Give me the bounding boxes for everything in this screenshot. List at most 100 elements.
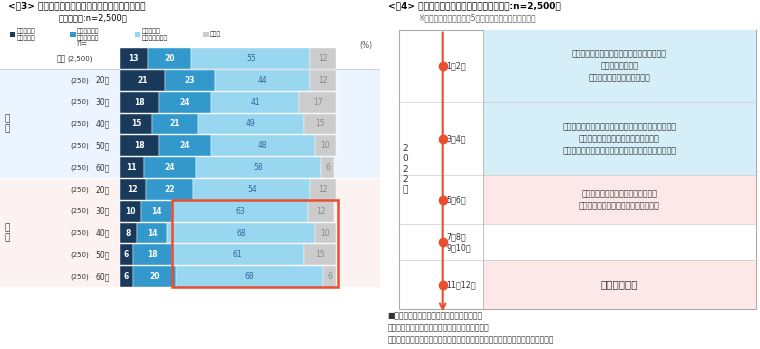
Text: n=: n= (76, 39, 87, 48)
Text: 20: 20 (149, 272, 160, 281)
Bar (141, 201, 172, 222)
Text: 41: 41 (250, 98, 260, 107)
Text: 2
0
2
2
年: 2 0 2 2 年 (403, 144, 409, 194)
Bar (315, 135, 336, 156)
Bar (120, 179, 146, 200)
Text: (2,500): (2,500) (67, 55, 93, 62)
Text: 24: 24 (179, 141, 190, 150)
Text: 15: 15 (131, 119, 141, 128)
Text: 12: 12 (318, 54, 328, 63)
Bar (167, 223, 315, 244)
Text: 48: 48 (258, 141, 268, 150)
Text: 58: 58 (254, 163, 263, 172)
Bar (0, 179, 380, 287)
Text: ワクチン接種
の進行による: ワクチン接種 の進行による (78, 28, 100, 41)
Bar (215, 70, 310, 91)
Text: 17: 17 (313, 98, 323, 107)
Text: 18: 18 (134, 98, 144, 107)
Text: 8: 8 (125, 229, 131, 238)
Text: 68: 68 (245, 272, 255, 281)
Text: (250): (250) (71, 164, 89, 171)
Bar (120, 92, 159, 112)
Text: 30代: 30代 (96, 98, 109, 107)
Text: 18: 18 (134, 141, 144, 150)
Text: 音楽イベント、お祭り・花火大会・
音楽以外のフェスティバル・イベント: 音楽イベント、お祭り・花火大会・ 音楽以外のフェスティバル・イベント (579, 189, 660, 210)
Text: 12: 12 (128, 185, 138, 194)
Text: 6: 6 (328, 272, 332, 281)
Text: 遊園地・テーマパーク、温泉・スパ・スーパー銭湯・
サウナ、県境を越える国内観光旅行、
スポーツジム、スポーツ観戦、カラオケ・ボウリング: 遊園地・テーマパーク、温泉・スパ・スーパー銭湯・ サウナ、県境を越える国内観光旅… (562, 122, 676, 155)
Text: 68: 68 (236, 229, 245, 238)
Bar (211, 92, 299, 112)
Text: (250): (250) (71, 230, 89, 236)
Text: 50代: 50代 (96, 250, 109, 259)
Bar (211, 135, 315, 156)
Text: (%): (%) (359, 41, 372, 50)
Bar (304, 114, 336, 134)
Bar (137, 223, 167, 244)
Bar (148, 48, 192, 69)
Text: (250): (250) (71, 186, 89, 193)
Text: 15: 15 (315, 119, 325, 128)
Bar (0, 69, 380, 178)
Bar (310, 48, 336, 69)
Text: 40代: 40代 (96, 229, 109, 238)
Bar (315, 223, 336, 244)
Text: 40代: 40代 (96, 119, 109, 128)
Text: 14: 14 (151, 207, 162, 216)
Bar (152, 114, 198, 134)
Bar (192, 48, 310, 69)
Bar (144, 157, 195, 178)
Bar (120, 244, 133, 265)
Text: 13: 13 (128, 54, 139, 63)
Text: <図3> 国内の範囲を問わずに自由に外出できる条件: <図3> 国内の範囲を問わずに自由に外出できる条件 (8, 2, 145, 11)
Bar (321, 157, 334, 178)
Text: 10: 10 (321, 229, 331, 238)
Text: 6: 6 (124, 250, 129, 259)
Text: 10: 10 (321, 141, 331, 150)
Bar (159, 135, 211, 156)
Text: 61: 61 (233, 250, 242, 259)
Text: 1・2月: 1・2月 (447, 61, 466, 70)
Text: 5・6月: 5・6月 (447, 195, 466, 204)
Text: 10: 10 (125, 207, 136, 216)
Bar (146, 179, 193, 200)
Text: 30代: 30代 (96, 207, 109, 216)
Text: 60代: 60代 (96, 163, 109, 172)
Text: (250): (250) (71, 99, 89, 105)
Text: 7・8月
9・10月: 7・8月 9・10月 (447, 232, 471, 252)
Text: (250): (250) (71, 121, 89, 127)
Text: 3・4月: 3・4月 (447, 134, 466, 143)
Bar (399, 30, 756, 309)
Text: 44: 44 (258, 76, 268, 85)
Text: 20代: 20代 (96, 185, 109, 194)
Bar (308, 201, 334, 222)
Text: 男
性: 男 性 (4, 114, 10, 133)
Bar (483, 260, 756, 309)
Text: 18: 18 (147, 250, 157, 259)
Text: 全体: 全体 (56, 54, 65, 63)
Bar (9, 32, 15, 37)
Text: 49: 49 (246, 119, 255, 128)
Text: (250): (250) (71, 142, 89, 149)
Text: 14: 14 (147, 229, 157, 238)
Text: 12: 12 (318, 185, 328, 194)
Bar (204, 32, 208, 37)
Bar (310, 179, 336, 200)
Bar (70, 32, 76, 37)
Bar (172, 201, 308, 222)
Text: (250): (250) (71, 273, 89, 280)
Bar (133, 244, 172, 265)
Bar (195, 157, 321, 178)
Text: 11・12月: 11・12月 (447, 280, 476, 289)
Text: 21: 21 (138, 76, 147, 85)
Text: 感染者数が
低い水準ならば: 感染者数が 低い水準ならば (141, 28, 168, 41)
Bar (198, 114, 304, 134)
Text: 24: 24 (164, 163, 175, 172)
Text: 20: 20 (164, 54, 175, 63)
Text: 6: 6 (124, 272, 129, 281)
Text: (250): (250) (71, 208, 89, 215)
Bar (483, 103, 756, 175)
Bar (172, 200, 338, 288)
Bar (120, 135, 159, 156)
Bar (176, 266, 323, 287)
